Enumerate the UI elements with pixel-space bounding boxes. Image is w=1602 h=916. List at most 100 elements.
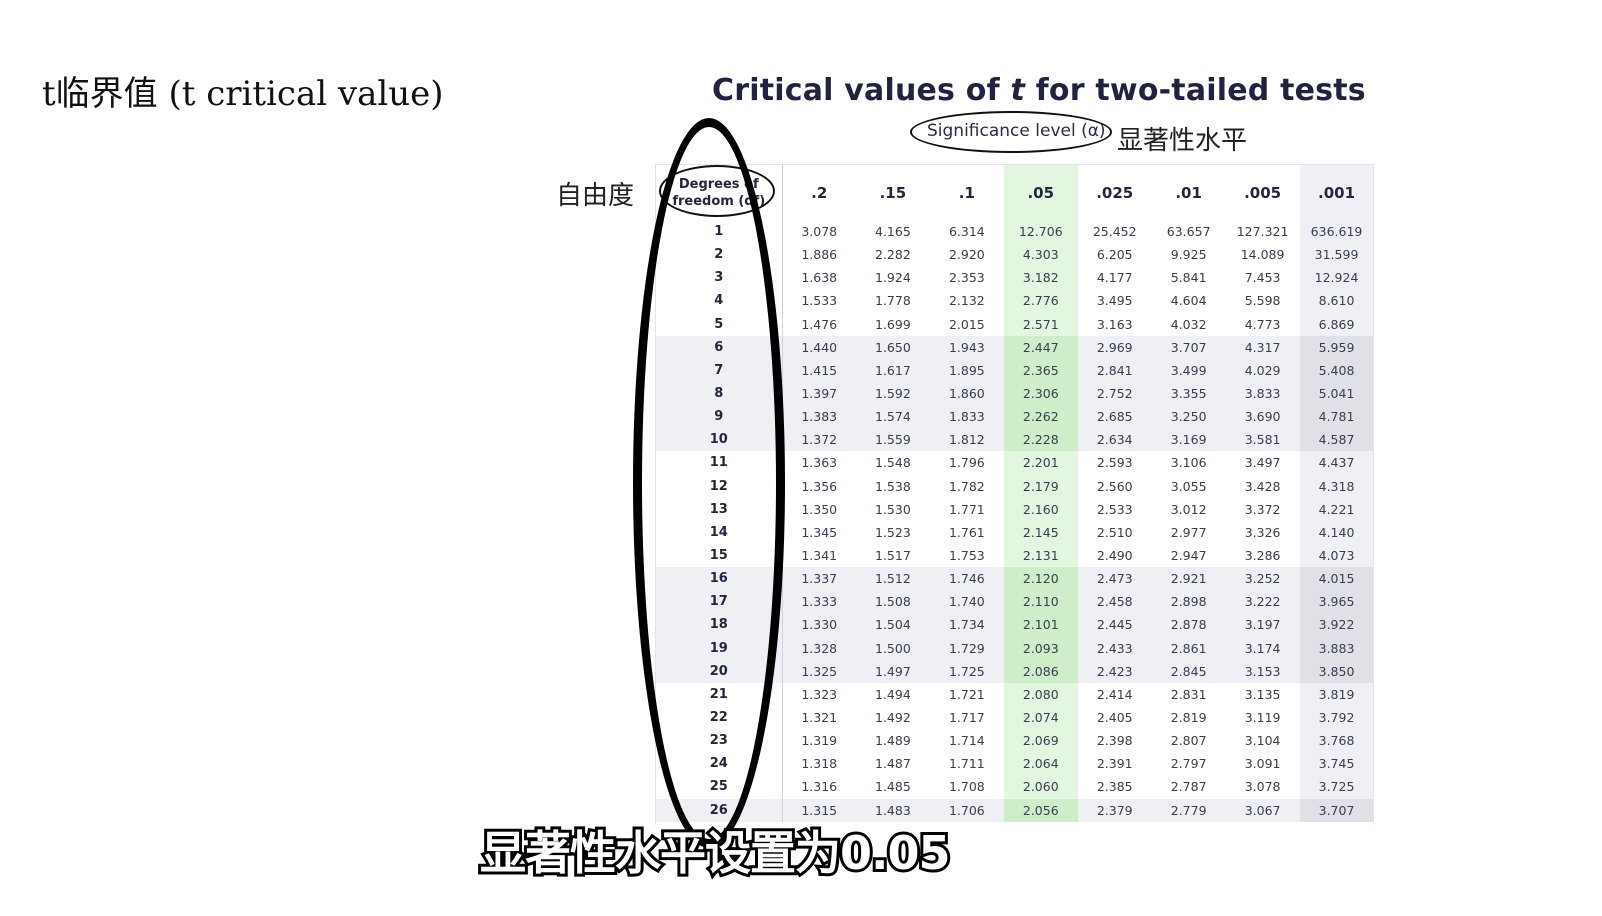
critical-value-cell: 1.321 xyxy=(801,710,838,726)
critical-value-cell: 1.782 xyxy=(948,478,985,494)
critical-value-cell: 636.619 xyxy=(1299,220,1374,244)
critical-value-cell: 1.325 xyxy=(782,659,856,683)
critical-value-cell: 3.012 xyxy=(1170,501,1207,517)
critical-value-cell: 4.073 xyxy=(1299,543,1374,568)
critical-value-cell: 4.029 xyxy=(1225,358,1300,382)
critical-value-cell: 14.089 xyxy=(1240,247,1285,263)
critical-value-cell: 9.925 xyxy=(1170,247,1207,263)
critical-value-cell: 63.657 xyxy=(1166,224,1211,240)
critical-value-cell: 1.523 xyxy=(875,524,911,540)
critical-value-cell: 3.250 xyxy=(1151,405,1226,429)
table-row: 24 1.318 1.487 1.711 2.064 2.391 2.797 3.091 3.7… xyxy=(656,752,1374,776)
critical-value-cell: 2.797 xyxy=(1170,756,1207,772)
critical-value-cell: 2.831 xyxy=(1170,686,1207,702)
critical-value-cell: 5.041 xyxy=(1299,381,1374,406)
critical-value-cell: 1.740 xyxy=(929,590,1004,614)
critical-value-cell: 1.333 xyxy=(782,590,856,614)
critical-value-cell: 2.060 xyxy=(1003,775,1078,799)
alpha-header-5: .01 xyxy=(1151,165,1226,220)
critical-value-cell: 2.878 xyxy=(1151,613,1226,637)
critical-value-cell: 3.135 xyxy=(1244,686,1281,702)
critical-value-cell: 2.015 xyxy=(948,316,985,332)
critical-value-cell: 1.330 xyxy=(782,613,856,637)
critical-value-cell: 2.160 xyxy=(1003,497,1078,521)
critical-value-cell: 2.282 xyxy=(875,247,911,263)
critical-value-cell: 1.517 xyxy=(875,548,911,564)
critical-value-cell: 2.685 xyxy=(1077,405,1152,429)
critical-value-cell: 1.559 xyxy=(855,428,930,452)
critical-value-cell: 3.104 xyxy=(1244,733,1281,749)
critical-value-cell: 3.428 xyxy=(1244,478,1281,494)
critical-value-cell: 1.943 xyxy=(929,335,1004,359)
critical-value-cell: 1.725 xyxy=(929,659,1004,683)
critical-value-cell: 2.969 xyxy=(1077,335,1152,359)
critical-value-cell: 1.530 xyxy=(875,501,911,517)
alpha-header-3: .05 xyxy=(1003,165,1078,220)
critical-value-cell: 2.110 xyxy=(1003,590,1078,614)
critical-value-cell: 1.363 xyxy=(801,455,838,471)
critical-value-cell: 4.317 xyxy=(1225,335,1300,359)
critical-value-cell: 2.120 xyxy=(1003,567,1078,591)
critical-value-cell: 1.886 xyxy=(801,247,838,263)
critical-value-cell: 3.163 xyxy=(1096,316,1133,332)
critical-value-cell: 2.473 xyxy=(1077,567,1152,591)
critical-value-cell: 3.581 xyxy=(1225,428,1300,452)
critical-value-cell: 3.286 xyxy=(1244,548,1281,564)
critical-value-cell: 1.717 xyxy=(948,710,985,726)
critical-value-cell: 1.538 xyxy=(875,478,911,494)
critical-value-cell: 2.447 xyxy=(1003,335,1078,359)
critical-value-cell: 2.787 xyxy=(1170,779,1207,795)
critical-value-cell: 1.833 xyxy=(929,405,1004,429)
critical-value-cell: 31.599 xyxy=(1299,243,1374,267)
table-row: 9 1.383 1.574 1.833 2.262 2.685 3.250 3.690 4.78… xyxy=(656,405,1374,429)
critical-value-cell: 5.841 xyxy=(1170,270,1207,286)
critical-value-cell: 2.080 xyxy=(1003,682,1078,706)
critical-value-cell: 4.303 xyxy=(1003,243,1078,267)
critical-value-cell: 7.453 xyxy=(1244,270,1281,286)
critical-value-cell: 1.548 xyxy=(875,455,911,471)
critical-value-cell: 2.807 xyxy=(1170,733,1207,749)
critical-value-cell: 1.485 xyxy=(875,779,911,795)
critical-value-cell: 8.610 xyxy=(1299,289,1374,313)
critical-value-cell: 2.179 xyxy=(1003,474,1078,498)
critical-value-cell: 1.476 xyxy=(801,316,838,332)
critical-value-cell: 2.201 xyxy=(1003,451,1078,475)
critical-value-cell: 2.064 xyxy=(1003,752,1078,776)
critical-value-cell: 2.458 xyxy=(1077,590,1152,614)
critical-value-cell: 1.771 xyxy=(948,501,985,517)
critical-value-cell: 2.262 xyxy=(1003,405,1078,429)
degrees-of-freedom-cn-label: 自由度 xyxy=(556,181,635,211)
alpha-header-2: .1 xyxy=(929,165,1004,220)
critical-value-cell: 3.078 xyxy=(1244,779,1281,795)
critical-value-cell: 2.779 xyxy=(1151,798,1226,822)
critical-value-cell: 25.452 xyxy=(1092,224,1137,240)
critical-value-cell: 3.078 xyxy=(801,224,838,240)
critical-value-cell: 2.423 xyxy=(1077,659,1152,683)
critical-value-cell: 1.483 xyxy=(855,798,930,822)
critical-value-cell: 2.921 xyxy=(1151,567,1226,591)
critical-value-cell: 3.707 xyxy=(1299,798,1374,822)
critical-value-cell: 2.433 xyxy=(1077,636,1152,660)
critical-value-cell: 2.405 xyxy=(1096,710,1133,726)
critical-value-cell: 1.328 xyxy=(782,636,856,660)
critical-value-cell: 1.706 xyxy=(929,798,1004,822)
critical-value-cell: 1.337 xyxy=(782,567,856,591)
table-row: 25 1.316 1.485 1.708 2.060 2.385 2.787 3.078 3.7… xyxy=(656,775,1374,799)
critical-value-cell: 1.487 xyxy=(875,756,911,772)
critical-value-cell: 3.768 xyxy=(1299,729,1374,753)
critical-value-cell: 2.132 xyxy=(948,293,985,309)
critical-value-cell: 2.145 xyxy=(1003,520,1078,544)
critical-value-cell: 4.604 xyxy=(1170,293,1207,309)
critical-value-cell: 2.074 xyxy=(1003,705,1078,730)
critical-value-cell: 4.781 xyxy=(1299,405,1374,429)
critical-value-cell: 3.850 xyxy=(1299,659,1374,683)
critical-value-cell: 3.091 xyxy=(1244,756,1281,772)
critical-value-cell: 2.365 xyxy=(1003,358,1078,382)
critical-value-cell: 1.345 xyxy=(801,524,838,540)
critical-value-cell: 1.714 xyxy=(948,733,985,749)
critical-value-cell: 1.721 xyxy=(948,686,985,702)
critical-value-cell: 3.499 xyxy=(1151,358,1226,382)
alpha-header-0: .2 xyxy=(782,165,856,220)
critical-value-cell: 1.492 xyxy=(875,710,911,726)
critical-value-cell: 2.131 xyxy=(1003,543,1078,568)
